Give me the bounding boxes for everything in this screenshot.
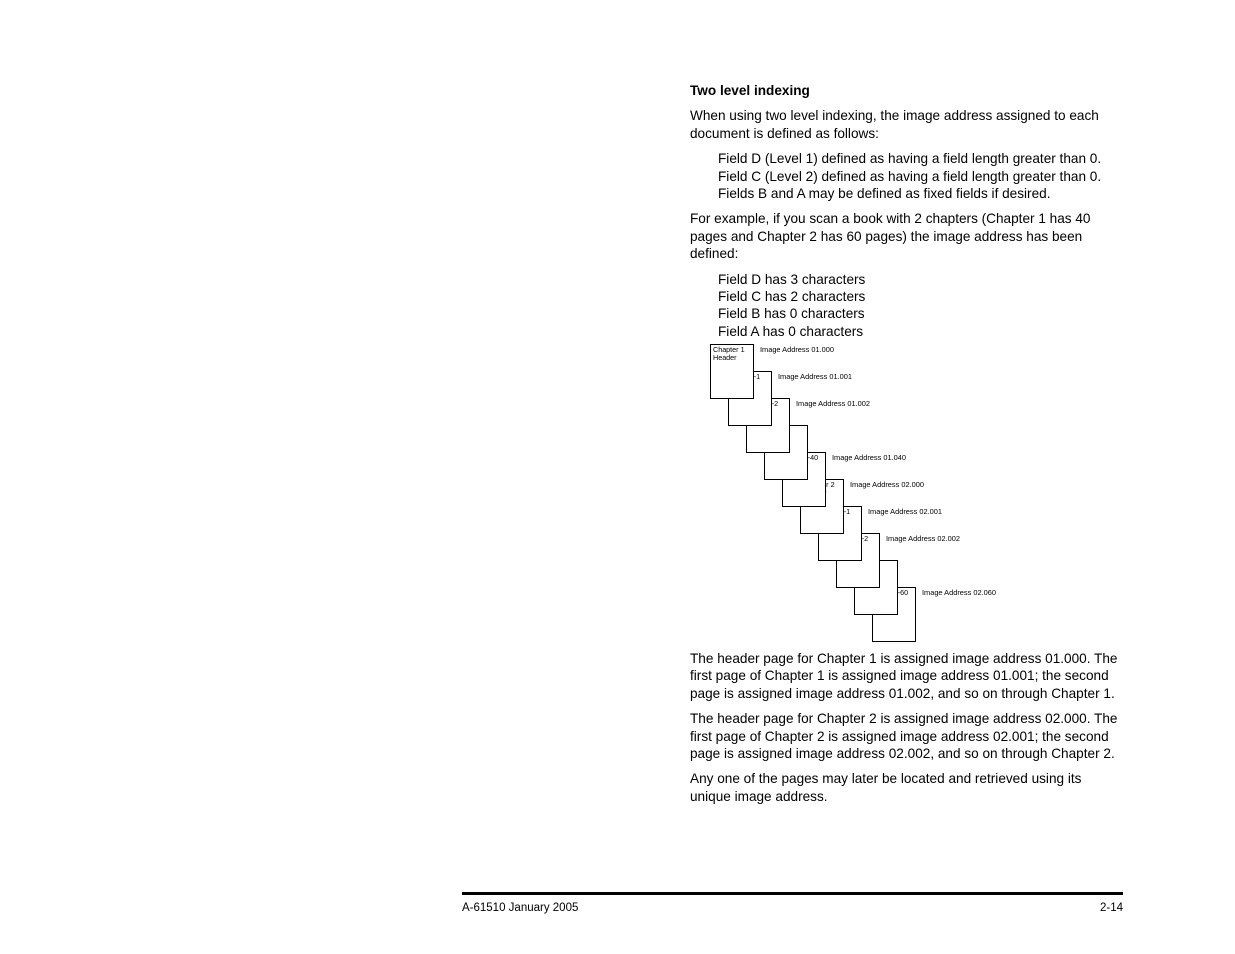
field-char-line: Field C has 2 characters [718,288,1120,305]
chapter2-paragraph: The header page for Chapter 2 is assigne… [690,710,1120,762]
cascading-pages-diagram: Page 2-60Image Address 02.060Page…Page 2… [710,344,1010,644]
field-char-list: Field D has 3 characters Field C has 2 c… [718,271,1120,341]
diagram-address-label: Image Address 01.001 [778,373,852,380]
document-page: Two level indexing When using two level … [0,0,1235,954]
intro-paragraph: When using two level indexing, the image… [690,107,1120,142]
field-char-line: Field D has 3 characters [718,271,1120,288]
diagram-address-label: Image Address 02.002 [886,535,960,542]
diagram-address-label: Image Address 01.002 [796,400,870,407]
footer-rule [462,892,1123,895]
diagram-address-label: Image Address 02.001 [868,508,942,515]
definition-line: Field C (Level 2) defined as having a fi… [718,168,1120,185]
diagram-address-label: Image Address 01.000 [760,346,834,353]
definition-line: Field D (Level 1) defined as having a fi… [718,150,1120,167]
diagram-page-box: Chapter 1 Header [710,344,754,399]
diagram-address-label: Image Address 02.000 [850,481,924,488]
diagram-address-label: Image Address 02.060 [922,589,996,596]
field-char-line: Field A has 0 characters [718,323,1120,340]
content-column: Two level indexing When using two level … [690,82,1120,813]
closing-paragraph: Any one of the pages may later be locate… [690,770,1120,805]
section-heading: Two level indexing [690,82,1120,99]
field-char-line: Field B has 0 characters [718,305,1120,322]
footer-page-number: 2-14 [1100,902,1123,914]
chapter1-paragraph: The header page for Chapter 1 is assigne… [690,650,1120,702]
example-intro: For example, if you scan a book with 2 c… [690,210,1120,262]
diagram-address-label: Image Address 01.040 [832,454,906,461]
footer-left-text: A-61510 January 2005 [462,902,578,914]
definition-line: Fields B and A may be defined as fixed f… [718,185,1120,202]
field-definitions: Field D (Level 1) defined as having a fi… [718,150,1120,202]
